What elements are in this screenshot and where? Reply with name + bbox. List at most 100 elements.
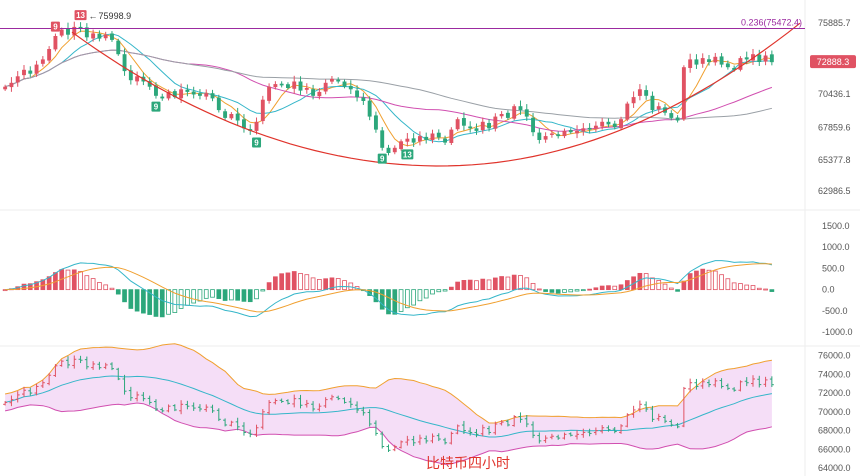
candle-body — [593, 125, 598, 129]
candle-body — [524, 109, 529, 117]
macd-bar — [668, 287, 674, 291]
td-marker — [151, 101, 161, 112]
candle-body — [15, 76, 20, 83]
macd-bar — [115, 289, 121, 295]
bollinger-lower-line — [4, 402, 773, 465]
macd-bar — [436, 289, 442, 293]
macd-bar — [147, 289, 153, 315]
macd-bar — [574, 289, 580, 292]
price-tick-label: 75885.7 — [818, 18, 851, 28]
macd-bar — [712, 270, 718, 291]
macd-dea-line — [5, 263, 772, 313]
macd-bar — [731, 282, 737, 291]
boll-tick-label: 72000.0 — [818, 388, 851, 398]
macd-bar — [285, 272, 291, 291]
candle-body — [373, 115, 378, 130]
macd-bar — [348, 282, 354, 291]
macd-bar — [90, 278, 96, 291]
macd-bar — [386, 289, 391, 315]
macd-bar — [706, 269, 712, 291]
macd-bar — [694, 270, 699, 291]
macd-dif-line — [5, 260, 773, 318]
macd-bar — [197, 289, 203, 302]
macd-bar — [247, 289, 253, 303]
candle-body — [725, 63, 730, 68]
macd-bar — [593, 287, 599, 291]
candle-body — [229, 114, 234, 119]
macd-bar — [229, 289, 234, 301]
macd-bar — [342, 280, 347, 291]
candle-body — [487, 122, 492, 129]
candle-body — [424, 136, 429, 140]
ma60-line — [4, 49, 773, 120]
candle-body — [386, 147, 391, 153]
bollinger-price-bars — [3, 355, 774, 453]
candle-body — [499, 114, 504, 117]
macd-bar — [279, 273, 285, 291]
candle-body — [694, 59, 699, 65]
macd-bar — [662, 283, 668, 291]
candle-body — [242, 119, 246, 129]
candle-body — [405, 138, 410, 142]
macd-bar — [323, 278, 329, 291]
candle-body — [273, 84, 278, 88]
macd-bar — [423, 289, 429, 299]
candle-body — [681, 67, 686, 120]
candle-body — [543, 136, 548, 140]
candle-body — [336, 79, 341, 82]
macd-bar — [624, 280, 630, 291]
macd-bar — [599, 285, 605, 291]
macd-bar — [411, 289, 416, 306]
candle-body — [223, 111, 228, 118]
macd-bar — [568, 289, 574, 293]
last-price-tag — [810, 55, 856, 69]
macd-bar — [587, 288, 592, 291]
macd-bar — [310, 277, 316, 291]
candle-body — [323, 82, 328, 92]
macd-bar — [405, 289, 410, 309]
td-marker — [401, 149, 414, 160]
candle-body — [204, 93, 209, 97]
macd-bar — [103, 284, 109, 291]
macd-bar — [618, 284, 624, 291]
macd-bar — [448, 286, 454, 291]
candle-body — [531, 117, 535, 133]
candle-body — [380, 130, 385, 148]
td-marker-label: 13 — [76, 11, 85, 20]
macd-bar — [455, 281, 460, 291]
candle-body — [669, 113, 674, 118]
macd-bar — [536, 288, 542, 291]
boll-tick-label: 74000.0 — [818, 369, 851, 379]
macd-bar — [97, 282, 102, 291]
price-panel: 0.236(75472.4) 75998.9 ← 9 13 9 9 9 13 75885.… — [0, 10, 856, 196]
candle-body — [644, 90, 649, 96]
candle-body — [355, 90, 360, 98]
bollinger-band-fill — [5, 343, 772, 465]
candle-body — [172, 91, 177, 98]
macd-bar — [222, 289, 228, 301]
candle-body — [631, 97, 636, 104]
candle-body — [311, 89, 316, 96]
td-marker-label: 9 — [53, 23, 58, 32]
macd-bar — [335, 278, 341, 291]
candle-body — [110, 33, 114, 40]
price-tick-label: 62986.5 — [818, 186, 851, 196]
candle-body — [587, 127, 592, 130]
macd-bar — [291, 271, 297, 291]
candle-body — [40, 59, 45, 64]
macd-bar — [273, 276, 278, 291]
macd-bar — [719, 274, 724, 291]
macd-bar — [178, 289, 184, 309]
macd-bar — [750, 285, 756, 291]
peak-arrow-icon: ← — [89, 11, 98, 21]
macd-bar — [210, 289, 215, 298]
macd-bar — [486, 279, 492, 291]
candle-body — [468, 126, 473, 129]
macd-bar — [442, 289, 448, 292]
candle-body — [688, 59, 693, 68]
chart-caption: 比特币四小时 — [426, 456, 510, 472]
boll-tick-label: 70000.0 — [818, 407, 851, 417]
candle-body — [474, 128, 479, 131]
macd-bar — [65, 269, 71, 291]
candle-body — [619, 119, 623, 129]
